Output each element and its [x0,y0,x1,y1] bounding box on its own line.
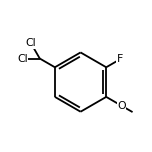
Text: Cl: Cl [26,38,36,48]
Text: Cl: Cl [17,54,28,64]
Text: F: F [117,54,123,64]
Text: O: O [117,101,126,111]
